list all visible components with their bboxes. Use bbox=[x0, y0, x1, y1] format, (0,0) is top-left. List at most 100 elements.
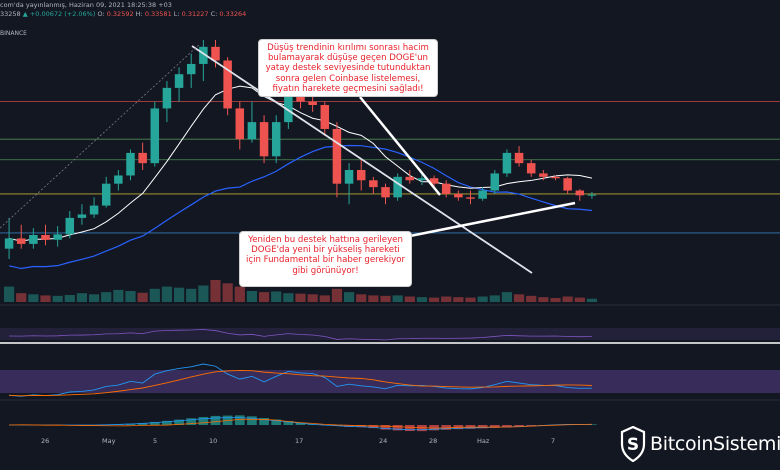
volume-bar bbox=[283, 293, 294, 302]
volume-bar bbox=[392, 295, 403, 302]
macd-histogram-bar bbox=[198, 417, 209, 425]
ohlc-part: 0.33264 bbox=[219, 10, 247, 18]
macd-histogram-bar bbox=[380, 425, 391, 430]
volume-bar bbox=[186, 288, 197, 302]
macd-histogram-bar bbox=[186, 418, 197, 425]
macd-histogram-bar bbox=[502, 425, 512, 428]
volume-bar bbox=[319, 295, 330, 302]
volume-bar bbox=[416, 297, 428, 302]
volume-bar bbox=[380, 295, 391, 302]
candle-body bbox=[41, 235, 50, 240]
svg-text:S: S bbox=[627, 435, 639, 455]
volume-bar bbox=[538, 297, 549, 302]
candle-body bbox=[417, 178, 427, 181]
ohlc-part: C: bbox=[210, 10, 220, 18]
volume-bar bbox=[586, 298, 598, 302]
candle-body bbox=[16, 238, 26, 244]
volume-bar bbox=[271, 291, 282, 302]
volume-bar bbox=[149, 288, 160, 302]
candle-body bbox=[259, 122, 269, 157]
macd-histogram-bar bbox=[392, 425, 403, 431]
macd-histogram-bar bbox=[247, 416, 257, 425]
candle-body bbox=[478, 190, 487, 199]
candle-body bbox=[575, 190, 585, 196]
macd-histogram-bar bbox=[271, 419, 282, 425]
candle-body bbox=[211, 46, 220, 61]
macd-histogram-bar bbox=[489, 425, 500, 428]
candle-body bbox=[587, 194, 597, 196]
volume-bar bbox=[501, 292, 513, 302]
volume-bar bbox=[258, 292, 270, 302]
macd-histogram-bar bbox=[477, 425, 488, 429]
ohlc-readout: 33258 ▲ +0.00672 (+2.06%) O: 0.32592 H: … bbox=[0, 10, 246, 19]
chart-header: com'da yayınlanmış, Haziran 09, 2021 18:… bbox=[0, 0, 780, 40]
macd-histogram-bar bbox=[210, 415, 221, 425]
ohlc-part: ▲ +0.00672 (+2.06%) bbox=[22, 10, 98, 18]
candle-body bbox=[77, 214, 87, 218]
volume-bar bbox=[404, 296, 415, 302]
candle-body bbox=[89, 205, 99, 215]
volume-bar bbox=[428, 297, 440, 302]
volume-bar bbox=[16, 293, 27, 302]
candle-body bbox=[526, 163, 536, 174]
volume-bar bbox=[161, 286, 173, 302]
candle-body bbox=[271, 122, 281, 157]
macd-histogram-bar bbox=[283, 420, 294, 425]
candle-body bbox=[514, 152, 524, 164]
macd-histogram-bar bbox=[514, 425, 524, 427]
candle-body bbox=[101, 183, 111, 206]
ohlc-part: O: bbox=[97, 10, 107, 18]
macd-signal-line bbox=[9, 418, 592, 429]
macd-histogram-bar bbox=[137, 422, 148, 425]
candle-body bbox=[186, 63, 196, 75]
annotation-callout-bottom: Yeniden bu destek hattına gerileyen DOGE… bbox=[239, 231, 412, 287]
candle-body bbox=[284, 91, 293, 123]
candle-body bbox=[29, 235, 38, 244]
candle-body bbox=[441, 183, 451, 194]
volume-bar bbox=[343, 292, 355, 302]
descending-trendline bbox=[191, 45, 533, 274]
ohlc-part: H: bbox=[135, 10, 145, 18]
stoch-d-line bbox=[9, 369, 592, 397]
macd-histogram-bar bbox=[441, 425, 452, 430]
candle-body bbox=[247, 122, 257, 140]
candle-body bbox=[369, 180, 378, 188]
volume-bar bbox=[173, 287, 185, 302]
x-tick-label: 7 bbox=[551, 437, 556, 445]
candle-body bbox=[332, 128, 342, 184]
volume-bar bbox=[28, 294, 39, 302]
volume-bar bbox=[562, 296, 573, 302]
volume-bar bbox=[526, 295, 537, 302]
macd-histogram-bar bbox=[174, 419, 184, 425]
volume-bar bbox=[3, 286, 15, 302]
macd-histogram-bar bbox=[162, 420, 172, 425]
bitcoin-shield-icon: S bbox=[620, 426, 646, 462]
candle-body bbox=[356, 170, 366, 181]
macd-histogram-bar bbox=[344, 425, 354, 427]
candle-body bbox=[381, 187, 390, 198]
volume-bar bbox=[210, 280, 221, 302]
volume-bar bbox=[76, 293, 88, 302]
volume-bar bbox=[64, 294, 75, 302]
candle-body bbox=[138, 152, 147, 164]
macd-line bbox=[9, 417, 592, 431]
volume-bar bbox=[125, 291, 136, 302]
candle-body bbox=[344, 170, 354, 184]
candle-body bbox=[4, 238, 14, 249]
candle-body bbox=[162, 87, 172, 109]
candle-body bbox=[308, 101, 317, 105]
x-tick-label: 17 bbox=[295, 437, 304, 445]
candle-body bbox=[320, 105, 330, 129]
candle-body bbox=[502, 152, 512, 174]
candle-body bbox=[405, 176, 415, 181]
volume-bar bbox=[198, 285, 209, 302]
candle-body bbox=[126, 152, 135, 176]
x-tick-label: May bbox=[102, 437, 116, 445]
volume-bar bbox=[441, 296, 452, 302]
candle-body bbox=[563, 178, 572, 191]
volume-bar bbox=[574, 297, 585, 302]
volume-bar bbox=[137, 292, 148, 302]
ohlc-part: L: bbox=[173, 10, 182, 18]
volume-bar bbox=[368, 295, 379, 302]
